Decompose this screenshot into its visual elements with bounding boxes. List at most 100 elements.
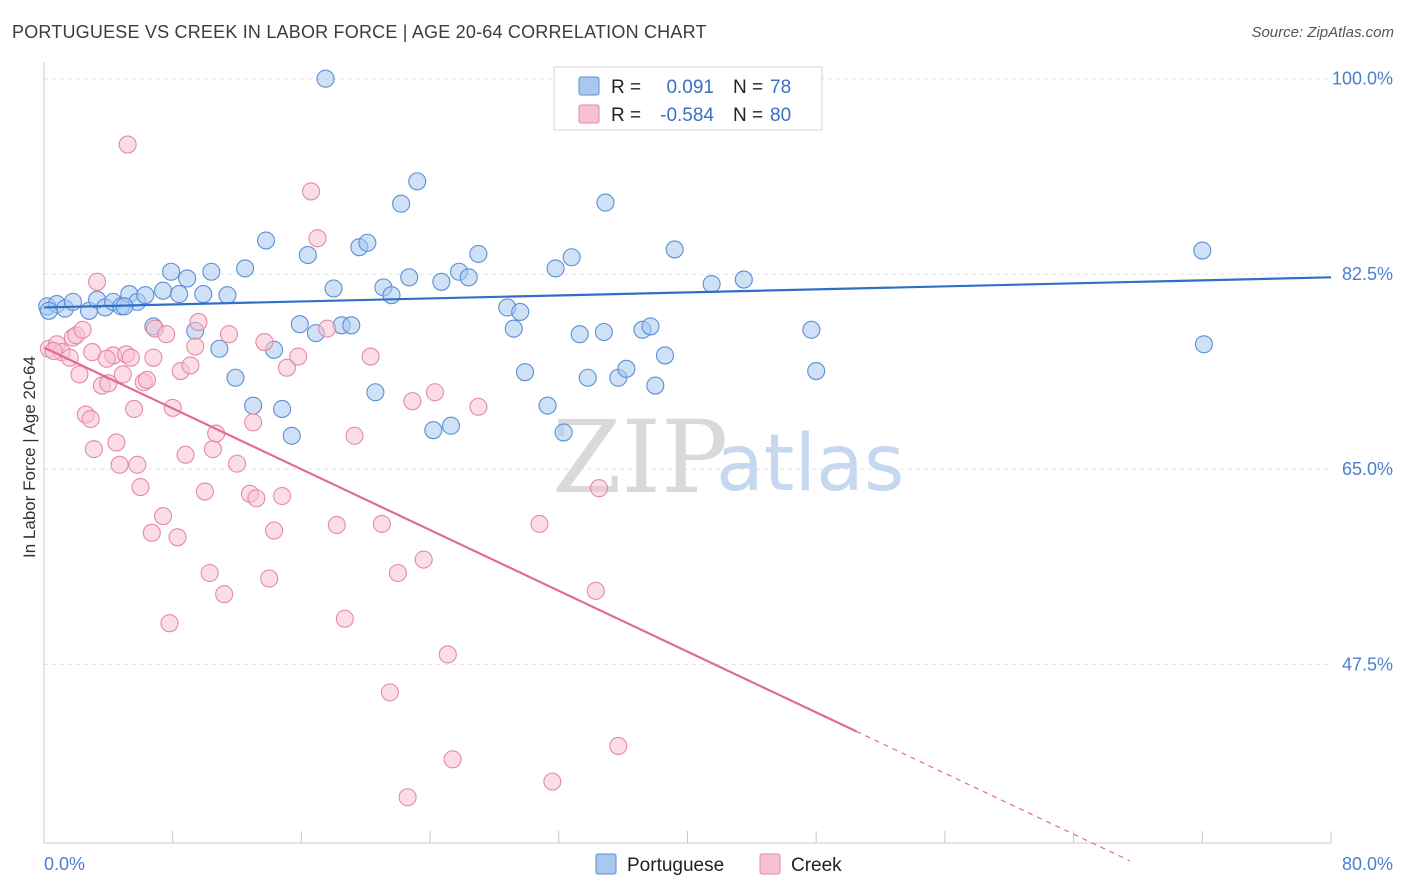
portuguese-point (342, 316, 361, 335)
y-tick-label: 100.0% (1332, 69, 1393, 89)
creek-point (388, 563, 407, 583)
portuguese-point (282, 426, 301, 445)
portuguese-trend-line (43, 276, 1332, 309)
creek-point (128, 455, 147, 474)
creek-point (189, 312, 208, 332)
creek-point (160, 614, 179, 633)
portuguese-point (39, 301, 58, 320)
portuguese-point (570, 325, 589, 344)
portuguese-point (1194, 335, 1213, 354)
portuguese-point (202, 262, 221, 281)
creek-point (586, 581, 605, 600)
source-label: Source: ZipAtlas.com (1251, 24, 1394, 41)
creek-point (403, 392, 422, 411)
portuguese-point (469, 244, 488, 263)
creek-point (361, 347, 380, 366)
creek-point (255, 332, 274, 352)
y-tick-label: 82.5% (1342, 264, 1393, 284)
creek-point (73, 320, 92, 339)
creek-point (144, 348, 163, 367)
creek-point (398, 788, 417, 807)
portuguese-point (578, 368, 597, 387)
chart-title: PORTUGUESE VS CREEK IN LABOR FORCE | AGE… (12, 22, 707, 42)
creek-point (228, 454, 247, 473)
portuguese-point (554, 423, 573, 442)
creek-point (110, 455, 129, 474)
portuguese-point (162, 262, 181, 281)
creek-point (589, 479, 609, 498)
creek-point (97, 349, 116, 368)
portuguese-point (392, 194, 411, 213)
portuguese-point (596, 193, 615, 212)
watermark-atlas: atlas (716, 419, 905, 509)
creek-point (260, 569, 279, 588)
x-tick-label: 80.0% (1342, 854, 1393, 874)
legend-r-label: R = (611, 105, 641, 126)
portuguese-point (641, 317, 660, 336)
creek-point (443, 750, 462, 769)
creek-point (88, 272, 107, 291)
portuguese-point (646, 376, 665, 395)
portuguese-point (400, 268, 419, 287)
bottom-legend-label: Portuguese (627, 855, 724, 876)
legend-n-value: 80 (770, 105, 791, 126)
creek-point (372, 514, 391, 533)
legend-r-value: -0.584 (660, 105, 714, 126)
creek-point (244, 413, 263, 432)
tick-labels: 100.0% 82.5% 65.0% 47.5% 0.0% 80.0% (44, 69, 1393, 874)
creek-point (308, 229, 327, 248)
creek-point (530, 514, 549, 533)
legend-swatch (578, 76, 600, 96)
portuguese-point (290, 315, 309, 334)
portuguese-point (1193, 241, 1212, 260)
creek-point (131, 478, 150, 497)
creek-point (107, 433, 126, 452)
portuguese-point (515, 363, 535, 382)
creek-point (277, 358, 296, 377)
legend-swatch (578, 104, 600, 124)
creek-point (181, 356, 200, 375)
creek-point (215, 585, 234, 604)
x-tick-label: 0.0% (44, 854, 85, 874)
creek-point (186, 337, 205, 356)
portuguese-point (546, 259, 565, 278)
creek-point (219, 325, 239, 344)
creek-point (609, 736, 628, 755)
creek-point (302, 182, 321, 201)
portuguese-point (382, 286, 401, 305)
bottom-legend-label: Creek (791, 855, 842, 876)
portuguese-point (655, 346, 675, 365)
creek-point (345, 426, 364, 445)
creek-point (168, 528, 187, 547)
bottom-legend-swatch (595, 853, 617, 875)
portuguese-point (432, 272, 451, 291)
creek-point (265, 521, 284, 540)
y-tick-label: 47.5% (1342, 654, 1393, 674)
portuguese-point (807, 362, 826, 381)
portuguese-point (218, 286, 237, 305)
data-points (38, 69, 1213, 807)
y-axis-label: In Labor Force | Age 20-64 (20, 356, 39, 558)
portuguese-point (178, 269, 197, 288)
bottom-legend-swatch (759, 853, 781, 875)
legend-r-label: R = (611, 77, 641, 98)
portuguese-point (316, 69, 335, 88)
creek-point (327, 515, 346, 535)
portuguese-point (273, 399, 292, 419)
portuguese-point (594, 322, 613, 342)
legend-box: R = 0.091 N = 78 R = -0.584 N = 80 (553, 66, 823, 131)
creek-point (438, 645, 457, 664)
creek-point (469, 397, 488, 416)
creek-trend-line (43, 346, 857, 733)
portuguese-point (802, 320, 821, 339)
portuguese-point (734, 270, 753, 289)
bottom-legend: Portuguese Creek (595, 853, 842, 876)
creek-point (200, 563, 219, 583)
portuguese-point (424, 421, 443, 440)
portuguese-point (441, 416, 461, 435)
creek-point (118, 135, 137, 154)
portuguese-point (562, 248, 581, 267)
creek-point (137, 370, 157, 390)
creek-point (84, 440, 103, 459)
